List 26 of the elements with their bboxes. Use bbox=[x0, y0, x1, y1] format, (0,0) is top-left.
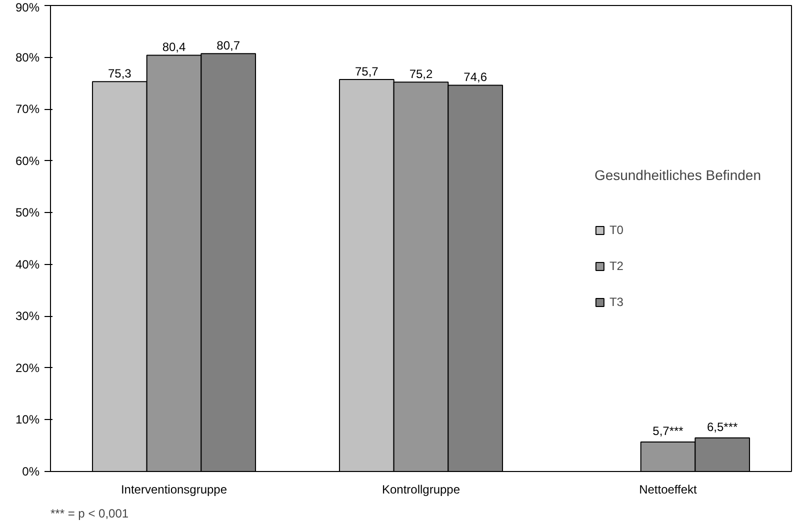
x-tick-label: Interventionsgruppe bbox=[120, 482, 228, 496]
text: *** = p < 0,001 bbox=[50, 506, 129, 520]
data-label: 80,4 bbox=[162, 40, 186, 54]
y-tick-label: 40% bbox=[15, 257, 40, 272]
data-label: 6,5*** bbox=[706, 420, 738, 434]
legend-label: T2 bbox=[609, 259, 624, 273]
data-label: 75,7 bbox=[354, 64, 379, 79]
y-tick-label: 30% bbox=[15, 309, 40, 324]
data-label: 80,7 bbox=[216, 38, 240, 53]
legend-label: T0 bbox=[609, 223, 624, 237]
data-label: 75,3 bbox=[108, 66, 132, 81]
y-tick-label: 60% bbox=[15, 154, 40, 168]
y-tick-label: 80% bbox=[15, 50, 40, 64]
data-label: 5,7*** bbox=[652, 424, 684, 438]
data-label: 75,2 bbox=[409, 67, 434, 82]
y-tick-label: 20% bbox=[15, 360, 40, 375]
data-label: 74,6 bbox=[464, 70, 488, 84]
legend-title: Gesundheitliches Befinden bbox=[594, 167, 761, 183]
x-tick-label: Kontrollgruppe bbox=[382, 482, 460, 496]
legend-label: T3 bbox=[609, 295, 624, 309]
y-tick-label: 10% bbox=[15, 412, 40, 427]
y-tick-label: 70% bbox=[15, 102, 40, 116]
y-tick-label: 50% bbox=[15, 206, 40, 220]
y-tick-label: 90% bbox=[15, 0, 40, 14]
y-tick-label: 0% bbox=[22, 464, 40, 478]
x-tick-label: Nettoeffekt bbox=[639, 482, 698, 496]
